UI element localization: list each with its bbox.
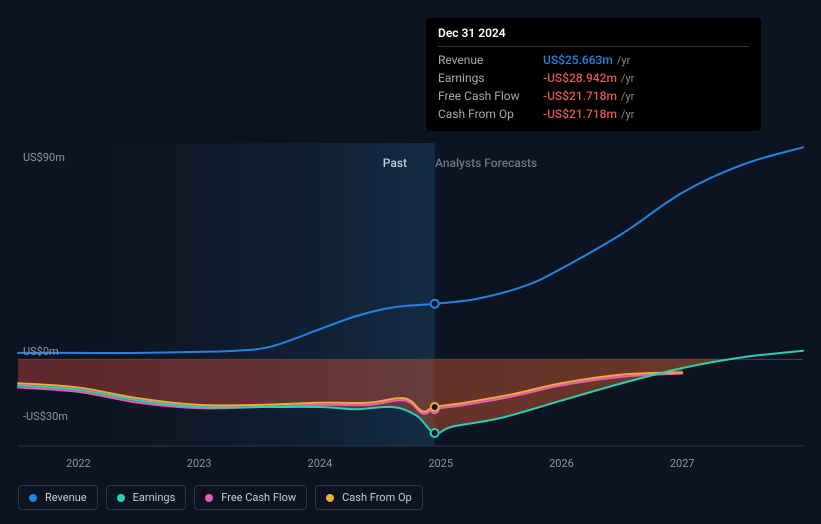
legend-item-free-cash-flow[interactable]: Free Cash Flow <box>194 485 307 510</box>
tooltip-label: Cash From Op <box>438 107 543 121</box>
legend-item-revenue[interactable]: Revenue <box>18 485 98 510</box>
tooltip-row: Cash From Op-US$21.718m/yr <box>438 105 749 123</box>
x-axis-label: 2022 <box>66 457 91 470</box>
legend-item-earnings[interactable]: Earnings <box>106 485 187 510</box>
earnings-marker <box>431 429 439 437</box>
tooltip-value: -US$21.718m <box>543 89 617 103</box>
cfo-marker <box>431 403 439 411</box>
legend-dot <box>326 494 334 502</box>
tooltip-unit: /yr <box>617 54 630 67</box>
tooltip-row: RevenueUS$25.663m/yr <box>438 51 749 69</box>
tooltip-unit: /yr <box>621 72 634 85</box>
x-axis-label: 2025 <box>428 457 453 470</box>
tooltip-unit: /yr <box>621 90 634 103</box>
tooltip-value: -US$28.942m <box>543 71 617 85</box>
legend-dot <box>205 494 213 502</box>
y-axis-label: US$0m <box>23 345 59 358</box>
past-label: Past <box>383 156 407 170</box>
legend-dot <box>29 494 37 502</box>
y-axis-label: -US$30m <box>23 410 68 423</box>
legend-label: Free Cash Flow <box>221 491 296 504</box>
tooltip-row: Earnings-US$28.942m/yr <box>438 69 749 87</box>
tooltip-unit: /yr <box>621 108 634 121</box>
forecast-label: Analysts Forecasts <box>435 156 537 170</box>
x-axis-label: 2026 <box>549 457 574 470</box>
data-tooltip: Dec 31 2024RevenueUS$25.663m/yrEarnings-… <box>426 18 761 131</box>
tooltip-date: Dec 31 2024 <box>438 26 749 47</box>
tooltip-value: -US$21.718m <box>543 107 617 121</box>
legend: Revenue Earnings Free Cash Flow Cash From O… <box>18 485 423 510</box>
x-axis-label: 2027 <box>670 457 695 470</box>
tooltip-label: Earnings <box>438 71 543 85</box>
legend-label: Cash From Op <box>342 491 412 504</box>
y-axis-label: US$90m <box>23 151 65 164</box>
legend-label: Earnings <box>133 491 176 504</box>
tooltip-row: Free Cash Flow-US$21.718m/yr <box>438 87 749 105</box>
legend-dot <box>117 494 125 502</box>
legend-item-cash-from-op[interactable]: Cash From Op <box>315 485 423 510</box>
x-axis-label: 2024 <box>308 457 333 470</box>
x-axis-label: 2023 <box>187 457 212 470</box>
legend-label: Revenue <box>45 491 87 504</box>
tooltip-label: Free Cash Flow <box>438 89 543 103</box>
tooltip-label: Revenue <box>438 53 543 67</box>
revenue-marker <box>431 300 439 308</box>
tooltip-value: US$25.663m <box>543 53 613 67</box>
financial-chart: US$90m US$0m -US$30m 2022 2023 2024 2025 2026 20… <box>0 0 821 524</box>
